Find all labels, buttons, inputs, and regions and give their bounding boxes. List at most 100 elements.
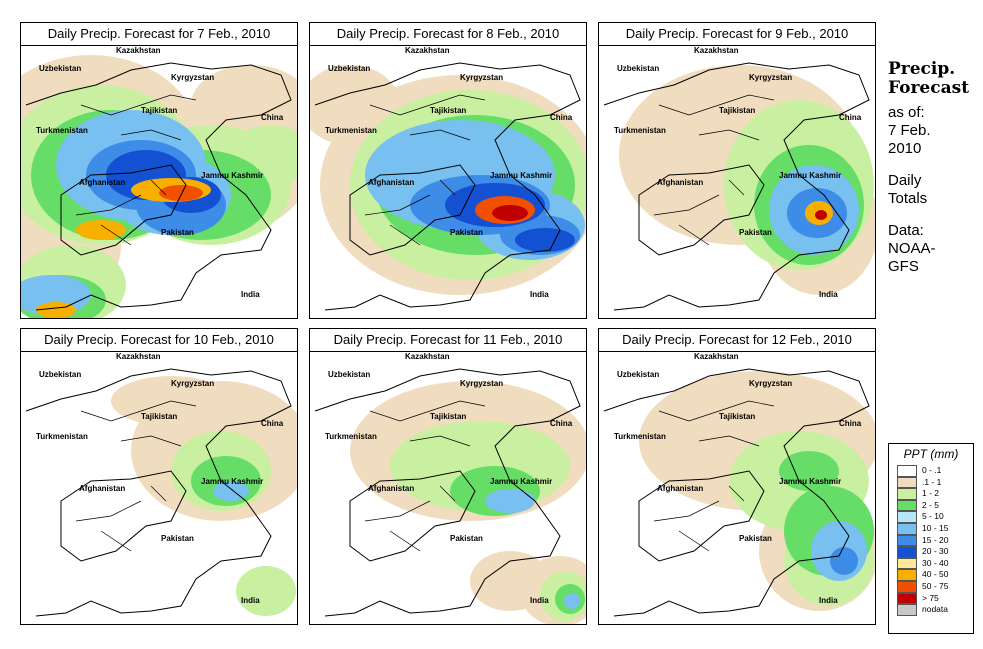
map-label-afghanistan: Afghanistan (79, 484, 125, 493)
precip-field (815, 210, 827, 220)
map-label-kazakhstan: Kazakhstan (116, 352, 161, 361)
precip-field (191, 65, 297, 145)
legend-label: > 75 (922, 592, 939, 603)
map-label-kazakhstan: Kazakhstan (694, 46, 739, 55)
map-label-turkmenistan: Turkmenistan (325, 432, 377, 441)
forecast-panel-feb-7: Daily Precip. Forecast for 7 Feb., 2010 … (20, 22, 298, 319)
map-label-jammu-kashmir: Jammu Kashmir (779, 477, 841, 486)
as-of-date: 7 Feb. (888, 122, 931, 139)
map-label-jammu-kashmir: Jammu Kashmir (201, 477, 263, 486)
map-label-india: India (530, 596, 549, 605)
map-label-kyrgyzstan: Kyrgyzstan (749, 73, 792, 82)
legend-item: 30 - 40 (889, 557, 973, 570)
map-label-pakistan: Pakistan (161, 534, 194, 543)
precip-map-feb-12: Kazakhstan Uzbekistan Kyrgyzstan Tajikistan… (603, 352, 875, 617)
map-label-uzbekistan: Uzbekistan (39, 370, 81, 379)
map-label-kazakhstan: Kazakhstan (694, 352, 739, 361)
legend-label: 2 - 5 (922, 499, 940, 510)
legend-swatch (897, 534, 917, 547)
precip-field (515, 228, 575, 252)
legend-swatch (897, 522, 917, 535)
as-of-label: as of: (888, 104, 925, 121)
map-label-kyrgyzstan: Kyrgyzstan (749, 379, 792, 388)
map-label-india: India (530, 290, 549, 299)
data-source-1: NOAA- (888, 240, 936, 257)
panel-title: Daily Precip. Forecast for 12 Feb., 2010 (599, 329, 875, 352)
legend-swatch (897, 465, 917, 477)
map-label-afghanistan: Afghanistan (657, 484, 703, 493)
legend-swatch (897, 511, 917, 523)
legend-title: PPT (mm) (903, 447, 959, 461)
legend-label: 5 - 10 (922, 511, 944, 522)
map-label-tajikistan: Tajikistan (141, 412, 177, 421)
legend-item: 10 - 15 (889, 522, 973, 535)
precip-field (779, 451, 839, 491)
legend-label: 30 - 40 (922, 557, 949, 568)
precip-field (21, 275, 91, 315)
side-title-line1: Precip. (888, 59, 956, 79)
country-borders (25, 368, 292, 617)
map-label-india: India (241, 290, 260, 299)
forecast-panel-feb-10: Daily Precip. Forecast for 10 Feb., 2010… (20, 328, 298, 625)
legend-swatch (897, 580, 917, 593)
legend-item: 1 - 2 (889, 488, 973, 500)
legend-label: nodata (922, 604, 948, 615)
map-label-turkmenistan: Turkmenistan (36, 126, 88, 135)
map-label-tajikistan: Tajikistan (141, 106, 177, 115)
map-label-pakistan: Pakistan (450, 534, 483, 543)
data-label: Data: (888, 222, 924, 239)
precip-field (830, 547, 858, 575)
legend-swatch (897, 592, 917, 605)
map-label-china: China (261, 419, 284, 428)
map-label-pakistan: Pakistan (161, 228, 194, 237)
map-label-afghanistan: Afghanistan (368, 178, 414, 187)
precip-field (236, 566, 296, 616)
country-borders (314, 368, 581, 617)
legend-item: 5 - 10 (889, 511, 973, 523)
map-label-jammu-kashmir: Jammu Kashmir (490, 171, 552, 180)
as-of-year: 2010 (888, 140, 922, 157)
map-label-kazakhstan: Kazakhstan (116, 46, 161, 55)
panel-title: Daily Precip. Forecast for 8 Feb., 2010 (310, 23, 586, 46)
forecast-panel-feb-11: Daily Precip. Forecast for 11 Feb., 2010… (309, 328, 587, 625)
country-borders (603, 368, 870, 617)
map-label-kazakhstan: Kazakhstan (405, 46, 450, 55)
map-label-turkmenistan: Turkmenistan (325, 126, 377, 135)
precip-field (564, 593, 580, 609)
legend-item: 15 - 20 (889, 534, 973, 547)
legend-swatch (897, 476, 917, 489)
map-label-uzbekistan: Uzbekistan (617, 64, 659, 73)
panel-title: Daily Precip. Forecast for 10 Feb., 2010 (21, 329, 297, 352)
panel-title: Daily Precip. Forecast for 11 Feb., 2010 (310, 329, 586, 352)
map-label-turkmenistan: Turkmenistan (614, 126, 666, 135)
precip-field (76, 220, 126, 240)
side-title-line2: Forecast (888, 78, 970, 98)
legend-label: 10 - 15 (922, 522, 949, 533)
map-label-kazakhstan: Kazakhstan (405, 352, 450, 361)
map-label-india: India (819, 290, 838, 299)
precip-map-feb-11: Kazakhstan Uzbekistan Kyrgyzstan Tajikistan… (314, 352, 586, 624)
forecast-panel-feb-9: Daily Precip. Forecast for 9 Feb., 2010 … (598, 22, 876, 319)
map-label-india: India (819, 596, 838, 605)
map-label-pakistan: Pakistan (739, 228, 772, 237)
map-label-china: China (839, 419, 862, 428)
precip-field (492, 205, 528, 221)
precip-map-feb-10: Kazakhstan Uzbekistan Kyrgyzstan Tajikistan… (25, 352, 297, 617)
map-label-tajikistan: Tajikistan (719, 106, 755, 115)
legend-label: 50 - 75 (922, 580, 949, 591)
legend-swatch (897, 488, 917, 500)
province-borders (653, 400, 775, 552)
legend-item: 40 - 50 (889, 569, 973, 581)
map-label-turkmenistan: Turkmenistan (614, 432, 666, 441)
province-borders (653, 94, 775, 246)
legend-label: .1 - 1 (922, 476, 942, 487)
country-borders (314, 62, 581, 311)
map-label-uzbekistan: Uzbekistan (617, 370, 659, 379)
map-label-tajikistan: Tajikistan (430, 106, 466, 115)
map-label-jammu-kashmir: Jammu Kashmir (201, 171, 263, 180)
precip-map-feb-9: Kazakhstan Uzbekistan Kyrgyzstan Tajikistan… (603, 46, 875, 311)
legend-label: 20 - 30 (922, 546, 949, 557)
legend-item: nodata (889, 604, 973, 616)
legend-swatch (897, 604, 917, 616)
